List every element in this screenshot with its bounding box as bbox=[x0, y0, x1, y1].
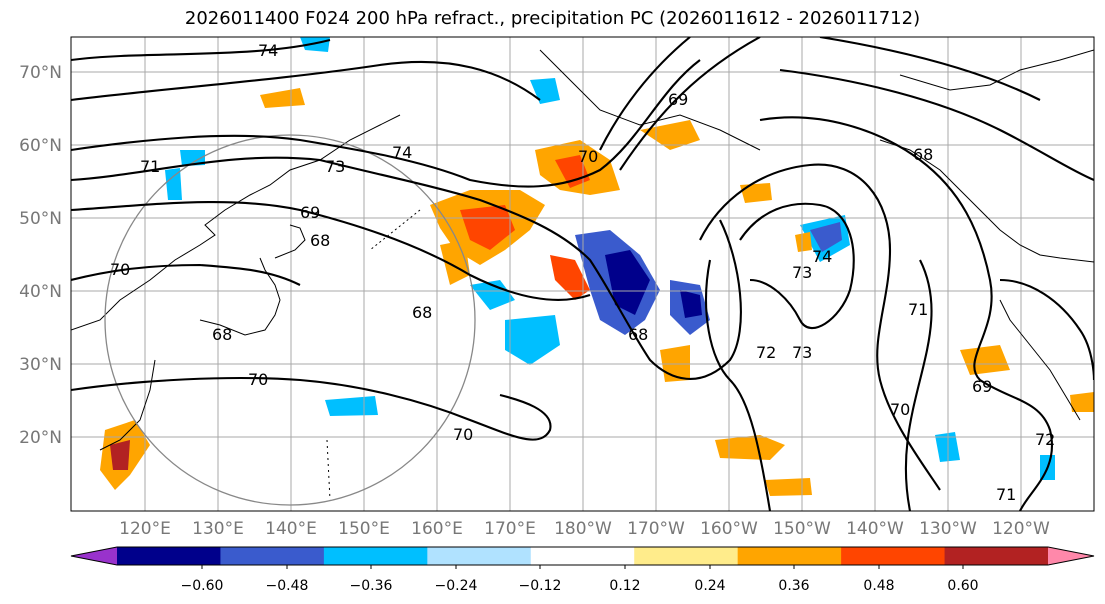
latitude-labels: 70°N 60°N 50°N 40°N 30°N 20°N bbox=[19, 63, 62, 448]
colorbar: −0.60 −0.48 −0.36 −0.24 −0.12 0.12 0.24 … bbox=[70, 546, 1095, 594]
lon-label: 150°W bbox=[773, 519, 831, 539]
colorbar-tick-label: 0.60 bbox=[947, 578, 978, 594]
refractivity-contours bbox=[71, 37, 1094, 511]
contour-label: 69 bbox=[972, 377, 992, 396]
lon-label: 130°W bbox=[919, 519, 977, 539]
contour-label: 71 bbox=[996, 485, 1016, 504]
contour-label: 74 bbox=[812, 247, 832, 266]
contour-label: 69 bbox=[300, 203, 320, 222]
lon-label: 160°W bbox=[700, 519, 758, 539]
colorbar-segment bbox=[117, 547, 221, 565]
colorbar-tick-label: −0.60 bbox=[181, 578, 224, 594]
map-frame bbox=[70, 36, 1095, 512]
colorbar-segments bbox=[71, 547, 1094, 565]
coastlines bbox=[71, 49, 1094, 501]
contour-label: 70 bbox=[453, 425, 473, 444]
lat-label: 70°N bbox=[19, 63, 62, 83]
colorbar-outline bbox=[70, 546, 1095, 566]
contour-label: 68 bbox=[628, 325, 648, 344]
colorbar-segment bbox=[220, 547, 325, 565]
contour-label: 74 bbox=[258, 41, 278, 60]
contour-label: 70 bbox=[890, 400, 910, 419]
lon-label: 140°W bbox=[846, 519, 904, 539]
range-circle bbox=[104, 134, 476, 506]
longitude-labels: 120°E 130°E 140°E 150°E 160°E 170°E 180°… bbox=[119, 519, 1050, 539]
colorbar-tick-label: 0.36 bbox=[778, 578, 809, 594]
contour-label: 68 bbox=[212, 325, 232, 344]
colorbar-tick-label: −0.24 bbox=[435, 578, 478, 594]
lat-label: 60°N bbox=[19, 136, 62, 156]
colorbar-tick-label: 0.48 bbox=[863, 578, 894, 594]
lon-label: 180°W bbox=[554, 519, 612, 539]
lon-label: 130°E bbox=[192, 519, 244, 539]
colorbar-extend-low bbox=[71, 547, 117, 565]
lon-label: 140°E bbox=[265, 519, 317, 539]
contour-label: 72 bbox=[1035, 430, 1055, 449]
colorbar-segment bbox=[737, 547, 842, 565]
colorbar-tick-label: −0.48 bbox=[266, 578, 309, 594]
lon-label: 170°W bbox=[627, 519, 685, 539]
colorbar-segment bbox=[323, 547, 428, 565]
contour-label: 69 bbox=[668, 90, 688, 109]
lon-label: 120°W bbox=[992, 519, 1050, 539]
contour-label: 72 bbox=[756, 343, 776, 362]
contour-label: 68 bbox=[913, 145, 933, 164]
colorbar-extend-high bbox=[1048, 547, 1094, 565]
lat-label: 40°N bbox=[19, 282, 62, 302]
contour-label: 68 bbox=[412, 303, 432, 322]
contour-label: 71 bbox=[908, 300, 928, 319]
contour-label: 68 bbox=[310, 231, 330, 250]
colorbar-segment bbox=[427, 547, 532, 565]
chart-title: 2026011400 F024 200 hPa refract., precip… bbox=[184, 8, 921, 29]
lat-label: 50°N bbox=[19, 209, 62, 229]
contour-label: 70 bbox=[578, 147, 598, 166]
lon-label: 150°E bbox=[338, 519, 390, 539]
lat-label: 30°N bbox=[19, 355, 62, 375]
colorbar-tick-label: −0.36 bbox=[350, 578, 393, 594]
colorbar-segment bbox=[841, 547, 946, 565]
lat-label: 20°N bbox=[19, 428, 62, 448]
colorbar-tick-label: 0.24 bbox=[694, 578, 725, 594]
precip-shading bbox=[100, 37, 1094, 496]
contour-label: 70 bbox=[110, 260, 130, 279]
colorbar-tick-marks bbox=[201, 565, 964, 569]
contour-label: 74 bbox=[392, 143, 412, 162]
colorbar-tick-label: 0.12 bbox=[609, 578, 640, 594]
contour-label: 73 bbox=[792, 263, 812, 282]
contour-labels: 74 71 73 74 69 70 69 68 70 68 70 70 68 6… bbox=[110, 41, 1055, 504]
colorbar-segment bbox=[530, 547, 635, 565]
colorbar-tick-label: −0.12 bbox=[519, 578, 562, 594]
contour-label: 73 bbox=[325, 157, 345, 176]
colorbar-segment bbox=[634, 547, 739, 565]
map-panel: 74 71 73 74 69 70 69 68 70 68 70 70 68 6… bbox=[71, 37, 1094, 511]
contour-label: 73 bbox=[792, 343, 812, 362]
lon-label: 160°E bbox=[411, 519, 463, 539]
contour-label: 70 bbox=[248, 370, 268, 389]
colorbar-segment bbox=[944, 547, 1049, 565]
contour-label: 71 bbox=[140, 157, 160, 176]
lon-label: 120°E bbox=[119, 519, 171, 539]
lon-label: 170°E bbox=[484, 519, 536, 539]
